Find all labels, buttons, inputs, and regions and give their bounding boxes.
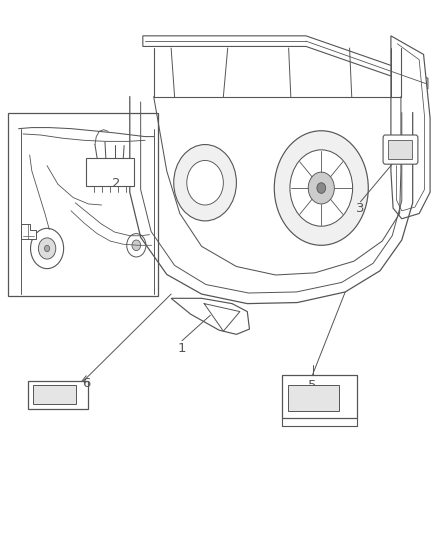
Circle shape [274, 131, 368, 245]
FancyBboxPatch shape [28, 381, 88, 409]
Circle shape [187, 160, 223, 205]
FancyBboxPatch shape [8, 113, 158, 296]
Circle shape [31, 228, 64, 269]
Circle shape [290, 150, 353, 226]
Polygon shape [21, 224, 36, 239]
Polygon shape [143, 36, 428, 89]
FancyBboxPatch shape [388, 140, 412, 159]
Text: 5: 5 [308, 379, 317, 392]
FancyBboxPatch shape [33, 385, 76, 405]
Text: 2: 2 [113, 177, 121, 190]
Circle shape [79, 385, 85, 392]
Circle shape [127, 233, 146, 257]
FancyBboxPatch shape [383, 135, 418, 164]
Polygon shape [391, 36, 430, 219]
Polygon shape [171, 298, 250, 334]
Circle shape [132, 240, 141, 251]
Text: 1: 1 [178, 342, 186, 355]
FancyBboxPatch shape [86, 158, 134, 186]
Text: 3: 3 [356, 201, 365, 215]
Text: 6: 6 [82, 377, 90, 390]
Circle shape [174, 144, 237, 221]
Circle shape [308, 172, 334, 204]
Circle shape [45, 245, 49, 252]
Circle shape [32, 385, 39, 392]
FancyBboxPatch shape [288, 385, 339, 411]
Circle shape [39, 238, 56, 259]
Circle shape [317, 183, 325, 193]
FancyBboxPatch shape [282, 375, 357, 418]
